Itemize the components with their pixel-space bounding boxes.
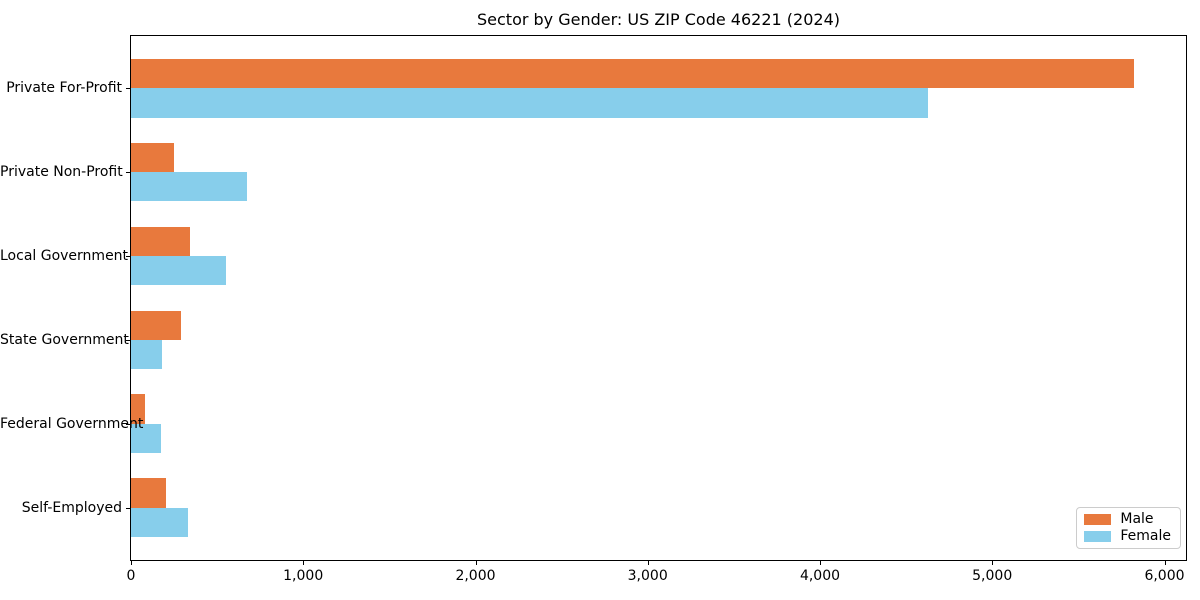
y-axis-category-label: Private Non-Profit [0,164,123,181]
bar-male-private-non-profit [131,142,175,173]
chart-title: Sector by Gender: US ZIP Code 46221 (202… [477,10,840,29]
legend-label-male: Male [1120,511,1154,527]
x-axis-tick-label: 5,000 [972,568,1013,584]
x-axis-tick [131,561,132,565]
bar-female-federal-government [131,423,162,454]
legend: Male Female [1076,507,1181,549]
x-axis-tick [992,561,994,565]
bar-female-self-employed [131,507,188,537]
legend-item-female: Female [1084,529,1171,544]
y-axis-tick [126,423,130,425]
x-axis-tick [1164,561,1166,565]
x-axis-tick [820,561,821,565]
x-axis-tick [475,561,477,565]
bar-female-state-government [131,339,162,370]
female-swatch-icon [1084,531,1112,542]
bar-male-private-for-profit [131,59,1135,89]
male-swatch-icon [1084,514,1112,525]
y-axis-tick [126,256,130,258]
x-axis-tick-label: 3,000 [627,568,668,584]
bar-male-self-employed [131,478,167,508]
y-axis-tick [126,339,130,341]
x-axis-tick-label: 2,000 [455,568,496,584]
x-axis-tick-label: 6,000 [1144,568,1185,584]
y-axis-category-label: State Government [0,331,129,348]
bar-female-private-non-profit [131,172,248,202]
x-axis-tick [647,561,649,565]
plot-area: Male Female [130,35,1187,561]
bar-male-local-government [131,226,190,256]
bar-male-federal-government [131,394,145,424]
bar-male-state-government [131,310,181,340]
y-axis-tick [126,172,130,174]
x-axis-tick-label: 1,000 [283,568,324,584]
x-axis-tick-label: 4,000 [799,568,841,584]
y-axis-tick [126,507,130,509]
y-axis-category-label: Self-Employed [21,499,122,516]
y-axis-category-label: Local Government [0,248,129,265]
bar-female-private-for-profit [131,88,928,118]
legend-item-male: Male [1084,512,1171,527]
x-axis-tick [303,561,305,565]
y-axis-category-label: Private For-Profit [6,80,122,97]
legend-label-female: Female [1120,528,1171,544]
y-axis-category-label: Federal Government [0,415,144,432]
y-axis-tick [126,88,130,90]
x-axis-tick-label: 0 [126,568,136,584]
bar-female-local-government [131,256,226,286]
